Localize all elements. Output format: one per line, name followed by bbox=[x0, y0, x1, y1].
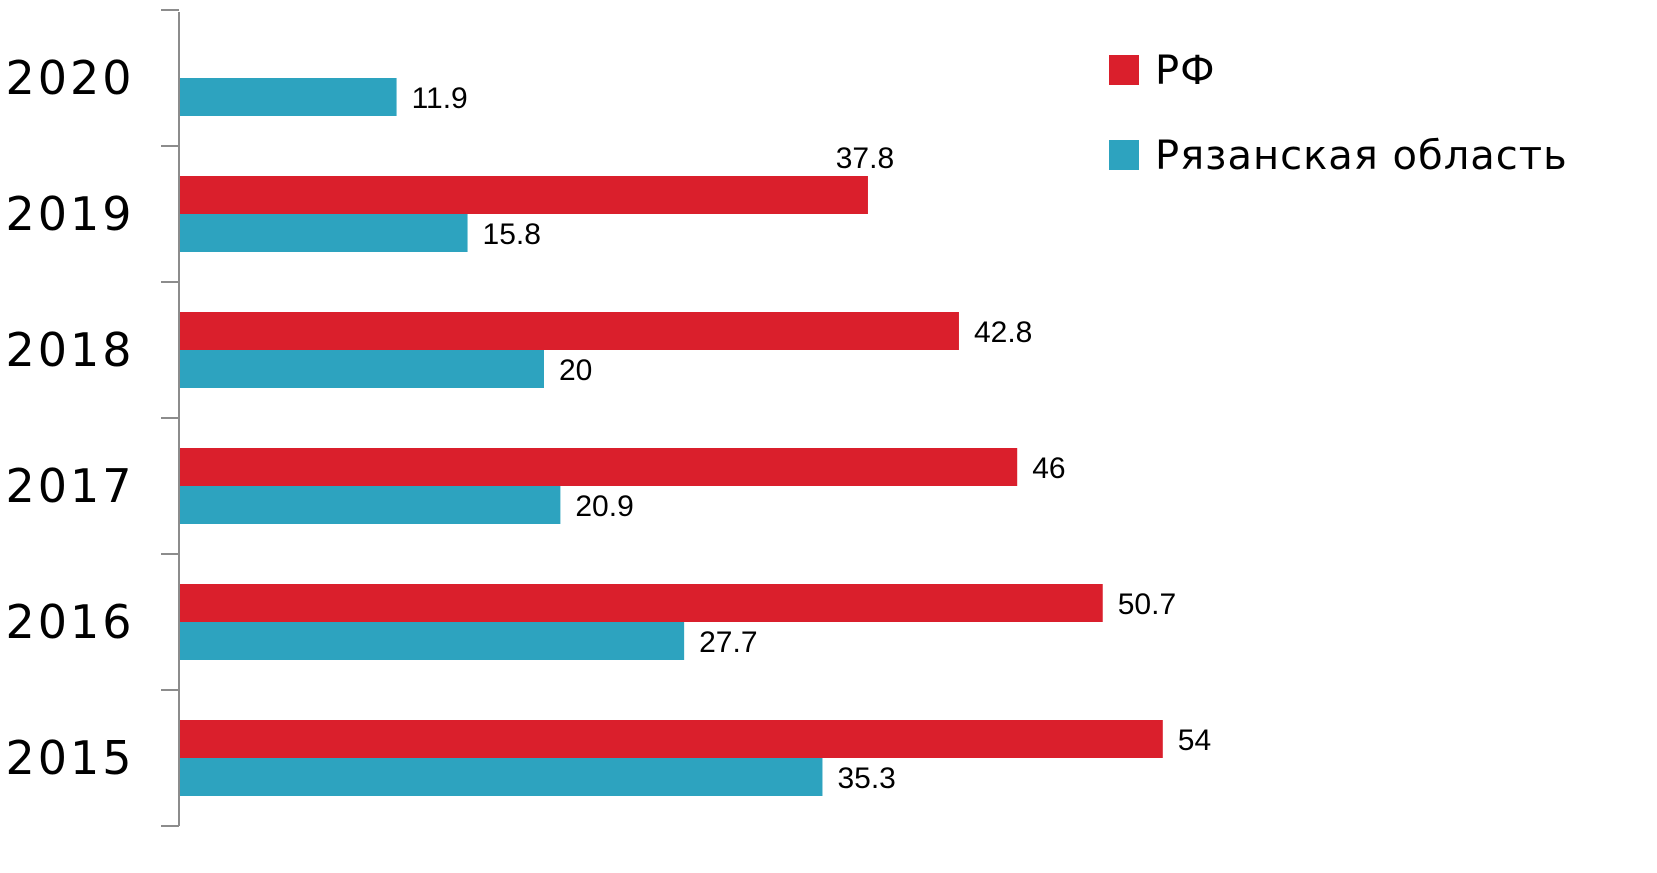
bar-ryazan bbox=[180, 486, 560, 524]
category-tick-label: 2015 bbox=[5, 731, 134, 785]
data-label: 35.3 bbox=[837, 762, 895, 795]
data-label: 20.9 bbox=[575, 490, 633, 523]
bar-rf bbox=[180, 448, 1017, 486]
category-axis bbox=[161, 10, 179, 826]
bars bbox=[180, 78, 1163, 796]
category-tick-label: 2018 bbox=[5, 323, 134, 377]
category-tick-label: 2017 bbox=[5, 459, 134, 513]
data-label: 46 bbox=[1032, 452, 1065, 485]
legend-label: Рязанская область bbox=[1155, 133, 1568, 179]
bar-ryazan bbox=[180, 350, 544, 388]
bar-ryazan bbox=[180, 78, 397, 116]
category-tick-label: 2016 bbox=[5, 595, 134, 649]
data-label: 37.8 bbox=[836, 142, 894, 175]
category-tick-label: 2020 bbox=[5, 51, 134, 105]
bar-ryazan bbox=[180, 758, 822, 796]
data-label: 11.9 bbox=[412, 82, 468, 115]
data-label: 54 bbox=[1178, 724, 1211, 757]
bar-ryazan bbox=[180, 214, 468, 252]
category-tick-label: 2019 bbox=[5, 187, 134, 241]
data-label: 42.8 bbox=[974, 316, 1032, 349]
data-label: 20 bbox=[559, 354, 592, 387]
legend-swatch-ryazan bbox=[1109, 140, 1139, 170]
bar-rf bbox=[180, 312, 959, 350]
bar-rf bbox=[180, 176, 868, 214]
legend-label: РФ bbox=[1155, 48, 1216, 94]
data-label: 15.8 bbox=[483, 218, 541, 251]
labels: 2015 54 35.3 2016 50.7 27.7 2017 46 20.9 2018 42.8… bbox=[5, 51, 1211, 795]
data-label: 27.7 bbox=[699, 626, 757, 659]
legend-swatch-rf bbox=[1109, 55, 1139, 85]
bar-ryazan bbox=[180, 622, 684, 660]
bar-rf bbox=[180, 720, 1163, 758]
legend: РФ Рязанская область bbox=[1109, 48, 1568, 179]
bar-rf bbox=[180, 584, 1103, 622]
data-label: 50.7 bbox=[1118, 588, 1176, 621]
